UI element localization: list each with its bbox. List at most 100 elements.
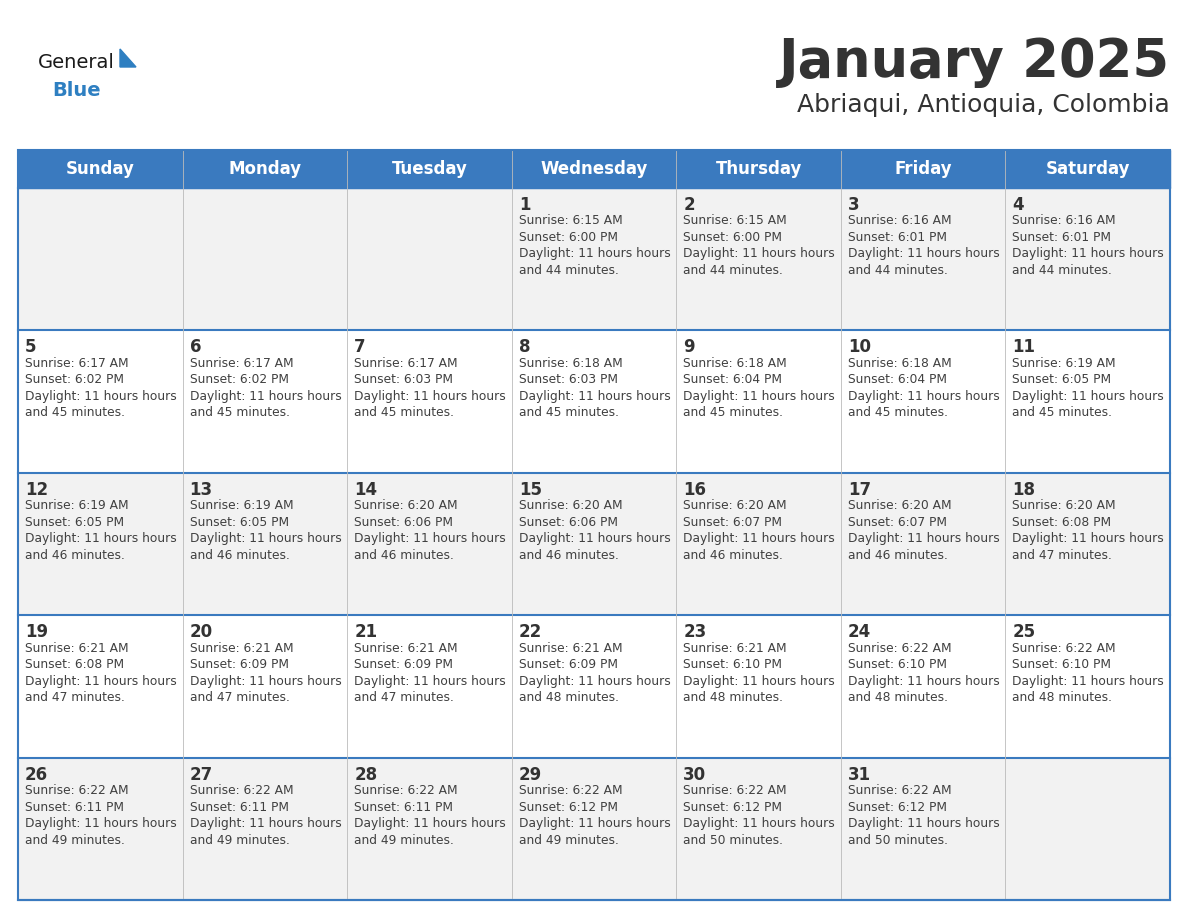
Text: Daylight: 11 hours hours: Daylight: 11 hours hours <box>519 248 670 261</box>
Text: Daylight: 11 hours hours: Daylight: 11 hours hours <box>354 390 506 403</box>
Text: Sunset: 6:11 PM: Sunset: 6:11 PM <box>190 800 289 813</box>
Text: Sunset: 6:07 PM: Sunset: 6:07 PM <box>683 516 782 529</box>
Text: and 47 minutes.: and 47 minutes. <box>354 691 454 704</box>
Text: Daylight: 11 hours hours: Daylight: 11 hours hours <box>354 675 506 688</box>
Text: Sunset: 6:09 PM: Sunset: 6:09 PM <box>519 658 618 671</box>
Bar <box>18 330 1170 473</box>
Text: Daylight: 11 hours hours: Daylight: 11 hours hours <box>1012 675 1164 688</box>
Text: Sunrise: 6:22 AM: Sunrise: 6:22 AM <box>1012 642 1116 655</box>
Text: Sunrise: 6:22 AM: Sunrise: 6:22 AM <box>848 642 952 655</box>
Text: Sunset: 6:08 PM: Sunset: 6:08 PM <box>1012 516 1112 529</box>
Text: Sunrise: 6:21 AM: Sunrise: 6:21 AM <box>519 642 623 655</box>
Text: 30: 30 <box>683 766 707 784</box>
Text: Daylight: 11 hours hours: Daylight: 11 hours hours <box>683 675 835 688</box>
Text: Sunset: 6:06 PM: Sunset: 6:06 PM <box>519 516 618 529</box>
Text: 21: 21 <box>354 623 378 641</box>
Bar <box>18 473 1170 615</box>
Text: 18: 18 <box>1012 481 1036 498</box>
Text: Sunset: 6:06 PM: Sunset: 6:06 PM <box>354 516 453 529</box>
Text: 24: 24 <box>848 623 871 641</box>
Text: Sunset: 6:05 PM: Sunset: 6:05 PM <box>190 516 289 529</box>
Text: Wednesday: Wednesday <box>541 160 647 178</box>
Text: 16: 16 <box>683 481 707 498</box>
Text: Sunrise: 6:17 AM: Sunrise: 6:17 AM <box>25 357 128 370</box>
Text: Sunset: 6:12 PM: Sunset: 6:12 PM <box>683 800 782 813</box>
Text: 17: 17 <box>848 481 871 498</box>
Text: Sunrise: 6:16 AM: Sunrise: 6:16 AM <box>848 215 952 228</box>
Text: Sunrise: 6:21 AM: Sunrise: 6:21 AM <box>25 642 128 655</box>
Text: and 47 minutes.: and 47 minutes. <box>190 691 290 704</box>
Text: and 48 minutes.: and 48 minutes. <box>683 691 783 704</box>
Text: Thursday: Thursday <box>715 160 802 178</box>
Text: Daylight: 11 hours hours: Daylight: 11 hours hours <box>190 817 341 830</box>
Text: Daylight: 11 hours hours: Daylight: 11 hours hours <box>25 532 177 545</box>
Text: Sunrise: 6:19 AM: Sunrise: 6:19 AM <box>25 499 128 512</box>
Text: Daylight: 11 hours hours: Daylight: 11 hours hours <box>519 532 670 545</box>
Text: Sunrise: 6:17 AM: Sunrise: 6:17 AM <box>354 357 457 370</box>
Text: Daylight: 11 hours hours: Daylight: 11 hours hours <box>683 817 835 830</box>
Text: Sunset: 6:00 PM: Sunset: 6:00 PM <box>519 231 618 244</box>
Text: and 46 minutes.: and 46 minutes. <box>190 549 290 562</box>
Text: Daylight: 11 hours hours: Daylight: 11 hours hours <box>354 532 506 545</box>
Bar <box>18 757 1170 900</box>
Text: Saturday: Saturday <box>1045 160 1130 178</box>
Text: Sunday: Sunday <box>65 160 134 178</box>
Text: Daylight: 11 hours hours: Daylight: 11 hours hours <box>25 390 177 403</box>
Text: 4: 4 <box>1012 196 1024 214</box>
Text: Daylight: 11 hours hours: Daylight: 11 hours hours <box>683 248 835 261</box>
Text: and 45 minutes.: and 45 minutes. <box>25 407 125 420</box>
Text: Daylight: 11 hours hours: Daylight: 11 hours hours <box>1012 532 1164 545</box>
Text: Sunrise: 6:18 AM: Sunrise: 6:18 AM <box>848 357 952 370</box>
Text: Tuesday: Tuesday <box>392 160 467 178</box>
Text: and 44 minutes.: and 44 minutes. <box>848 264 948 277</box>
Text: 11: 11 <box>1012 339 1036 356</box>
Text: Daylight: 11 hours hours: Daylight: 11 hours hours <box>190 532 341 545</box>
Text: Daylight: 11 hours hours: Daylight: 11 hours hours <box>354 817 506 830</box>
Text: and 48 minutes.: and 48 minutes. <box>519 691 619 704</box>
Text: Sunset: 6:11 PM: Sunset: 6:11 PM <box>25 800 124 813</box>
Text: Daylight: 11 hours hours: Daylight: 11 hours hours <box>519 675 670 688</box>
Text: Sunrise: 6:20 AM: Sunrise: 6:20 AM <box>519 499 623 512</box>
Text: and 44 minutes.: and 44 minutes. <box>1012 264 1112 277</box>
Text: Sunset: 6:03 PM: Sunset: 6:03 PM <box>354 374 453 386</box>
Text: Sunrise: 6:20 AM: Sunrise: 6:20 AM <box>683 499 786 512</box>
Text: and 44 minutes.: and 44 minutes. <box>683 264 783 277</box>
Text: 27: 27 <box>190 766 213 784</box>
Text: Sunrise: 6:22 AM: Sunrise: 6:22 AM <box>190 784 293 797</box>
Text: 14: 14 <box>354 481 378 498</box>
Text: Sunset: 6:01 PM: Sunset: 6:01 PM <box>848 231 947 244</box>
Polygon shape <box>120 49 135 67</box>
Text: 7: 7 <box>354 339 366 356</box>
Text: Sunset: 6:02 PM: Sunset: 6:02 PM <box>190 374 289 386</box>
Text: Sunset: 6:08 PM: Sunset: 6:08 PM <box>25 658 124 671</box>
Text: Daylight: 11 hours hours: Daylight: 11 hours hours <box>848 532 999 545</box>
Text: and 49 minutes.: and 49 minutes. <box>190 834 290 846</box>
Text: 13: 13 <box>190 481 213 498</box>
Text: Sunrise: 6:18 AM: Sunrise: 6:18 AM <box>683 357 786 370</box>
Text: Sunset: 6:05 PM: Sunset: 6:05 PM <box>1012 374 1112 386</box>
Text: Sunset: 6:12 PM: Sunset: 6:12 PM <box>519 800 618 813</box>
Text: Sunrise: 6:20 AM: Sunrise: 6:20 AM <box>1012 499 1116 512</box>
Text: Sunset: 6:04 PM: Sunset: 6:04 PM <box>683 374 782 386</box>
Text: 3: 3 <box>848 196 859 214</box>
Text: Sunrise: 6:15 AM: Sunrise: 6:15 AM <box>683 215 786 228</box>
Text: Daylight: 11 hours hours: Daylight: 11 hours hours <box>190 675 341 688</box>
Text: Sunrise: 6:20 AM: Sunrise: 6:20 AM <box>848 499 952 512</box>
Text: Sunrise: 6:16 AM: Sunrise: 6:16 AM <box>1012 215 1116 228</box>
Text: Friday: Friday <box>895 160 952 178</box>
Text: 25: 25 <box>1012 623 1036 641</box>
Text: Sunset: 6:07 PM: Sunset: 6:07 PM <box>848 516 947 529</box>
Text: and 47 minutes.: and 47 minutes. <box>25 691 125 704</box>
Text: Sunset: 6:01 PM: Sunset: 6:01 PM <box>1012 231 1112 244</box>
Text: Sunrise: 6:22 AM: Sunrise: 6:22 AM <box>25 784 128 797</box>
Text: and 45 minutes.: and 45 minutes. <box>1012 407 1112 420</box>
Text: 15: 15 <box>519 481 542 498</box>
Text: 9: 9 <box>683 339 695 356</box>
Text: and 45 minutes.: and 45 minutes. <box>354 407 454 420</box>
Text: 22: 22 <box>519 623 542 641</box>
Text: 20: 20 <box>190 623 213 641</box>
Text: Daylight: 11 hours hours: Daylight: 11 hours hours <box>848 248 999 261</box>
Text: Sunset: 6:09 PM: Sunset: 6:09 PM <box>190 658 289 671</box>
Text: 28: 28 <box>354 766 378 784</box>
Text: Daylight: 11 hours hours: Daylight: 11 hours hours <box>848 817 999 830</box>
